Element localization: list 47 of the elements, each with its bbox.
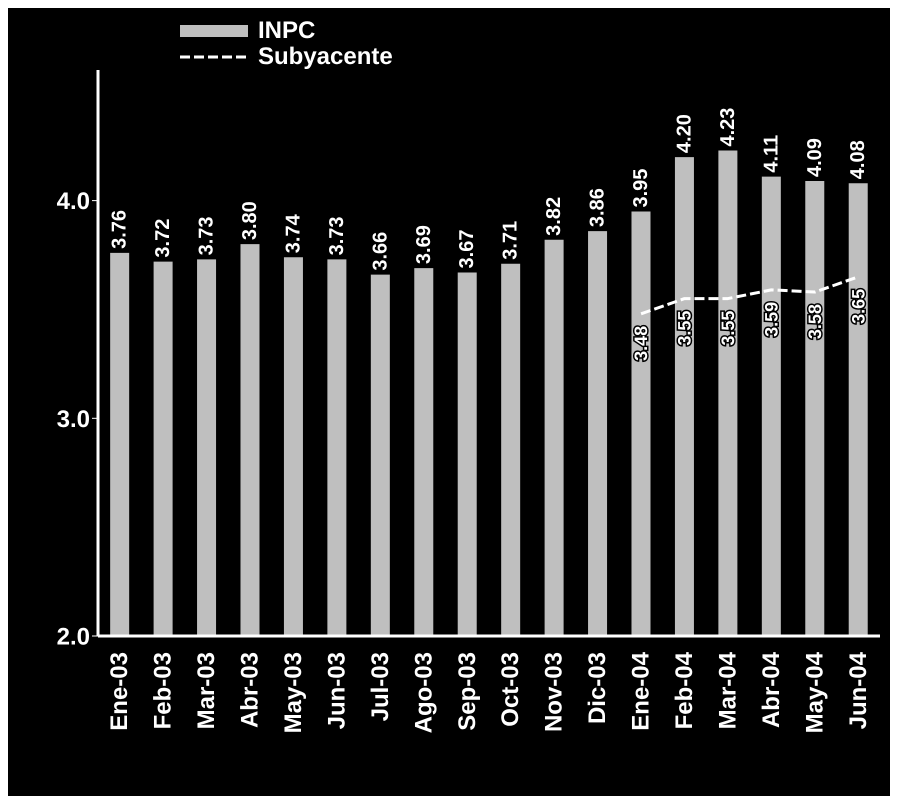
data-label: 3.55 (718, 310, 738, 346)
x-tick-label: Nov-03 (540, 652, 568, 732)
data-label: 3.59 (761, 302, 782, 337)
data-label: 4.11 (760, 134, 782, 173)
data-label: 4.20 (673, 114, 696, 154)
data-label: 3.80 (239, 201, 261, 240)
data-label: 3.48 (631, 326, 652, 361)
y-tick-label: 3.0 (56, 406, 90, 433)
data-label: 4.23 (716, 108, 739, 147)
x-tick-label: Ene-03 (106, 652, 134, 731)
data-label: 3.71 (500, 220, 522, 260)
x-tick-label: Jul-03 (366, 652, 394, 722)
data-label: 3.55 (674, 310, 694, 346)
data-label: 3.73 (196, 216, 218, 256)
data-label: 4.09 (804, 138, 826, 178)
x-tick-label: Jun-04 (844, 651, 872, 730)
x-tick-label: Sep-03 (454, 652, 481, 731)
y-tick-label: 4.0 (56, 188, 90, 216)
legend-label: INPC (258, 17, 316, 44)
legend-label: Subyacente (258, 43, 393, 70)
x-tick-label: May-03 (280, 652, 307, 734)
data-label: 3.73 (326, 216, 348, 256)
data-label: 3.69 (412, 225, 435, 264)
x-tick-label: Jun-03 (323, 652, 350, 730)
x-tick-label: Feb-04 (671, 651, 698, 730)
data-label: 3.95 (630, 168, 652, 208)
x-tick-label: Mar-04 (714, 651, 742, 730)
data-label: 3.65 (848, 288, 868, 324)
x-tick-label: Abr-04 (758, 651, 785, 728)
x-tick-label: Abr-03 (236, 652, 264, 728)
x-tick-label: Ene-04 (628, 651, 655, 731)
x-tick-label: Feb-03 (150, 652, 177, 730)
data-label: 3.82 (543, 196, 566, 236)
data-label: 4.08 (847, 140, 870, 180)
data-label: 3.66 (369, 232, 392, 271)
data-label: 3.86 (586, 188, 609, 228)
data-label: 3.76 (108, 210, 131, 249)
x-tick-label: Oct-03 (497, 652, 524, 727)
x-tick-label: Mar-03 (193, 652, 220, 730)
y-tick-label: 2.0 (56, 624, 90, 651)
x-tick-label: May-04 (801, 651, 828, 734)
data-label: 3.72 (152, 218, 174, 258)
data-label: 3.67 (456, 230, 478, 268)
x-tick-label: Ago-03 (410, 652, 438, 734)
data-label: 3.58 (804, 304, 825, 340)
data-label: 3.74 (282, 213, 304, 254)
x-tick-label: Dic-03 (584, 652, 612, 724)
